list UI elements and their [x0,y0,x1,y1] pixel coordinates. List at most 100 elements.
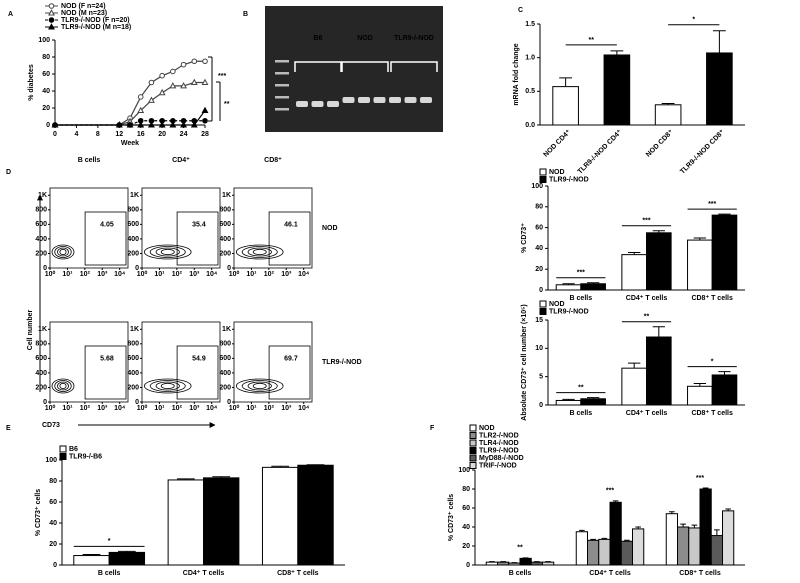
error-bar [610,50,624,55]
panel-label: E [6,425,11,432]
significance: ** [224,101,230,108]
error-bar [628,362,641,369]
x-tick-label: 10³ [281,405,292,412]
y-axis-label: % CD73⁺ [521,223,528,253]
x-tick-label: CD4⁺ T cells [183,570,225,577]
gel-band [389,97,401,103]
bar [261,466,299,566]
y-tick-label: 600 [35,355,47,362]
legend-swatch [59,445,67,453]
significance: *** [708,201,716,208]
y-tick-label: 100 [458,467,470,474]
ladder-band [275,84,289,87]
y-tick-label: 800 [127,341,139,348]
y-tick-label: 1K [130,192,139,199]
gel-band [373,97,386,103]
marker [137,121,145,128]
gel-image [265,6,443,132]
column-title: B cells [78,157,101,164]
gel-band [420,97,432,103]
y-tick-label: 800 [35,207,47,214]
x-tick-label: 10⁰ [45,404,56,412]
marker [148,79,155,86]
x-tick-label: 0 [53,131,57,138]
x-tick-label: 10⁰ [137,404,148,412]
marker [190,121,198,128]
y-tick-label: 200 [127,250,139,257]
y-tick-label: 60 [49,499,57,506]
y-tick-label: 80 [535,204,543,211]
contour [252,382,267,390]
significance: ** [644,314,650,321]
contour [59,382,67,390]
significance: ** [517,545,523,552]
y-tick-label: 20 [42,105,50,112]
contour [235,244,284,260]
gel-band [358,97,370,103]
marker [147,96,155,103]
y-tick-label: 20 [535,266,543,273]
x-tick-label: 16 [137,131,145,138]
bar [580,398,606,406]
error-bar [652,326,665,337]
y-tick-label: 100 [38,37,50,44]
y-tick-label: 60 [42,71,50,78]
row-label: TLR9-/-NOD [322,359,362,366]
bar [598,538,611,566]
x-tick-label: CD4⁺ T cells [626,295,668,302]
y-tick-label: 600 [35,221,47,228]
lane-bracket [341,61,389,72]
x-tick-label: TLR9-/-NOD CD4⁺ [577,129,624,176]
significance: * [108,538,111,545]
ladder-band [275,108,289,111]
bar [621,254,647,291]
marker [48,9,55,16]
marker [180,82,188,89]
column-title: CD8⁺ [264,157,282,164]
y-tick-label: 200 [219,250,231,257]
series-line [55,81,205,126]
legend-swatch [539,300,547,308]
bar [575,531,588,566]
legend-label: NOD (F n=24) [61,3,106,10]
gate-value: 35.4 [192,222,206,229]
y-tick-label: 1.0 [525,55,535,62]
marker [48,23,55,30]
lane-label: NOD [357,35,373,42]
panel-label: A [8,11,13,18]
x-tick-label: 10⁴ [114,405,126,412]
significance: ** [578,384,584,391]
marker [51,121,59,128]
legend-label: TLR9-/-NOD [549,176,589,183]
x-tick-label: 10⁰ [45,270,56,278]
x-tick-label: B cells [98,570,121,577]
gate [84,345,127,400]
y-tick-label: 20 [462,543,470,550]
y-axis-label: Cell number [27,309,34,350]
bar [711,214,738,291]
y-tick-label: 80 [49,478,57,485]
x-tick-label: 10⁴ [298,405,310,412]
y-tick-label: 40 [42,88,50,95]
y-tick-label: 200 [35,250,47,257]
y-tick-label: 20 [49,541,57,548]
gate [176,211,219,266]
gate-value: 69.7 [284,356,298,363]
bar [555,399,582,406]
x-tick-label: CD8⁺ T cells [277,570,319,577]
y-tick-label: 1.5 [525,21,535,28]
bar [485,561,498,566]
contour [54,380,72,392]
x-tick-label: B cells [509,570,532,577]
gel-band [342,97,355,103]
legend-label: TLR9-/-NOD (F n=20) [61,17,130,24]
x-tick-label: 10¹ [154,405,165,412]
x-tick-label: 10¹ [246,271,257,278]
contour [247,381,272,391]
y-tick-label: 15 [535,317,543,324]
x-tick-label: 10² [172,271,183,278]
x-tick-label: 12 [115,131,123,138]
legend-label: NOD [549,169,565,176]
bar [687,385,713,406]
